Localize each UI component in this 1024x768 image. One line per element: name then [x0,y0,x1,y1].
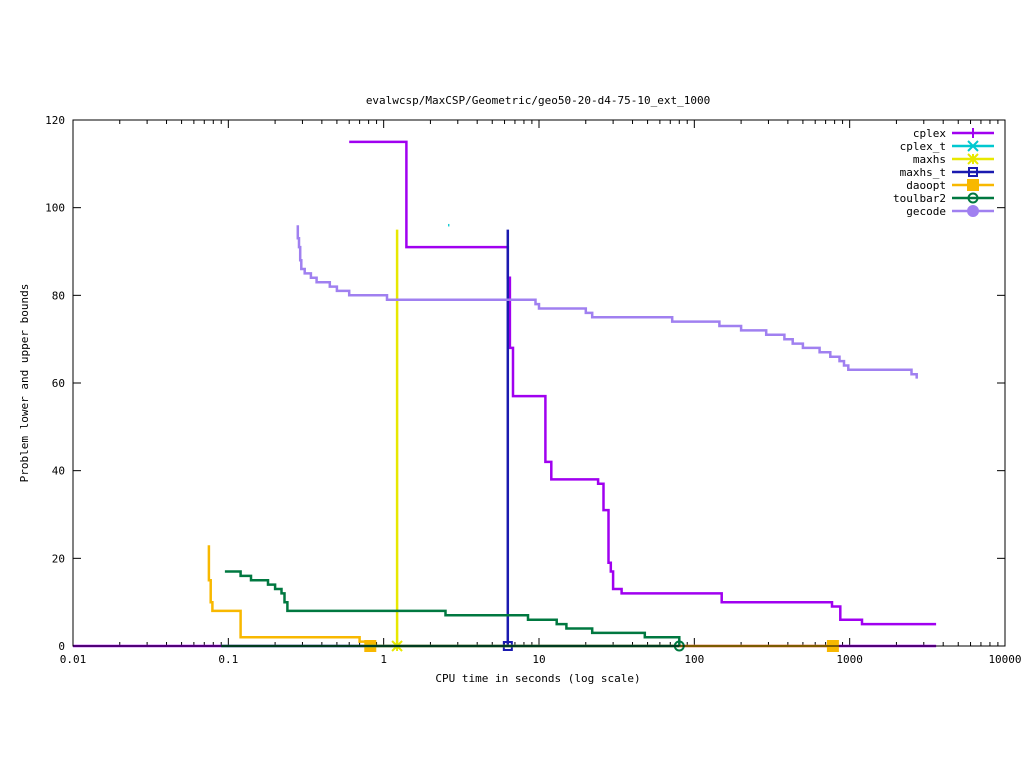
series-marker [967,205,979,217]
chart-title: evalwcsp/MaxCSP/Geometric/geo50-20-d4-75… [366,94,710,107]
series-line [224,570,681,646]
plot-frame [72,119,1006,647]
y-tick-label: 20 [52,552,65,565]
series-marker [968,128,978,138]
y-axis-label: Problem lower and upper bounds [18,284,31,483]
legend-label: maxhs_t [900,166,946,179]
series-line [207,545,833,648]
series-maxhs [391,229,403,652]
legend-label: cplex_t [900,140,946,153]
y-tick-label: 80 [52,289,65,302]
legend-entry: toulbar2 [893,192,994,205]
y-tick-label: 40 [52,465,65,478]
y-tick-label: 100 [45,202,65,215]
x-tick-label: 10 [532,653,545,666]
legend-label: daoopt [906,179,946,192]
legend-label: gecode [906,205,946,218]
series-marker [968,167,978,177]
legend-entry: maxhs_t [900,166,994,179]
x-tick-label: 0.01 [60,653,87,666]
x-tick-label: 1000 [836,653,863,666]
legend-entry: gecode [906,205,994,218]
series-toulbar2 [221,570,685,652]
series-marker [967,140,979,152]
legend-label: toulbar2 [893,192,946,205]
series-daoopt [207,545,839,652]
y-tick-label: 0 [58,640,65,653]
legend-label: maxhs [913,153,946,166]
series-cplex [73,140,937,648]
x-tick-label: 0.1 [218,653,238,666]
y-tick-label: 60 [52,377,65,390]
series-line [349,140,937,626]
x-tick-label: 100 [684,653,704,666]
legend-label: cplex [913,127,946,140]
series-gecode [296,225,918,379]
series-marker [967,179,979,191]
legend-entry: cplex_t [900,140,994,153]
x-tick-label: 10000 [988,653,1021,666]
x-tick-label: 1 [380,653,387,666]
plot-series [73,140,937,652]
legend-entry: daoopt [906,179,994,192]
series-marker [967,192,979,204]
legend-entry: maxhs [913,153,994,166]
series-marker [967,153,979,165]
legend-entry: cplex [913,127,994,140]
legend: cplexcplex_tmaxhsmaxhs_tdaoopttoulbar2ge… [893,127,994,218]
axis-ticks: 0 20 40 60 80 100 120 0.01 0.1 1 10 100 1000 10000 [45,114,1021,666]
series-line [296,225,918,379]
x-axis-label: CPU time in seconds (log scale) [435,672,640,685]
y-tick-label: 120 [45,114,65,127]
